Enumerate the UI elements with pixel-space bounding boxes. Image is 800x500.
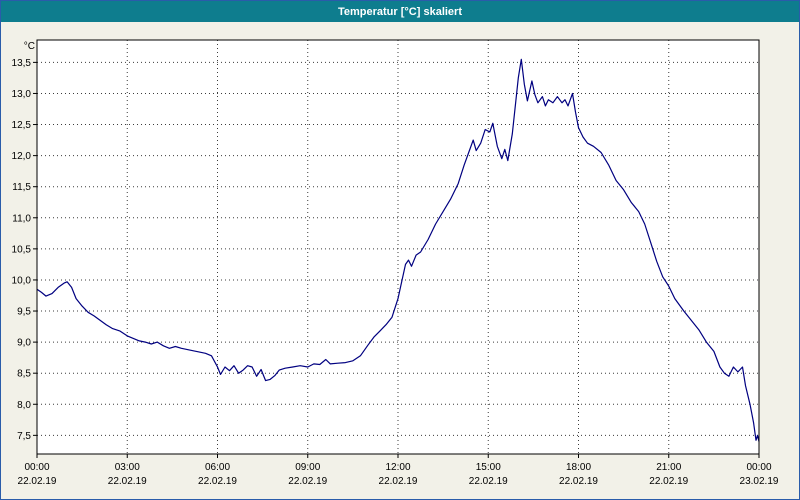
svg-text:22.02.19: 22.02.19 [18, 476, 57, 487]
svg-text:22.02.19: 22.02.19 [288, 476, 327, 487]
svg-text:00:00: 00:00 [24, 462, 49, 473]
svg-text:9,5: 9,5 [17, 307, 31, 318]
svg-text:°C: °C [24, 41, 35, 52]
svg-text:12:00: 12:00 [385, 462, 410, 473]
svg-text:11,5: 11,5 [12, 182, 31, 193]
svg-text:22.02.19: 22.02.19 [198, 476, 237, 487]
svg-text:23.02.19: 23.02.19 [740, 476, 779, 487]
svg-text:12,5: 12,5 [12, 120, 32, 131]
temperature-chart: 13,5 13,0 12,5 12,0 11,5 11,0 10,5 10,0 9,5 9,0 8,… [12, 39, 779, 487]
svg-text:00:00: 00:00 [746, 462, 771, 473]
svg-text:9,0: 9,0 [17, 338, 31, 349]
svg-text:12,0: 12,0 [12, 151, 32, 162]
svg-text:13,5: 13,5 [12, 58, 32, 69]
window-title-bar[interactable]: Temperatur [°C] skaliert [1, 1, 799, 22]
svg-text:09:00: 09:00 [295, 462, 320, 473]
svg-text:22.02.19: 22.02.19 [469, 476, 508, 487]
svg-text:11,0: 11,0 [12, 213, 31, 224]
svg-text:06:00: 06:00 [205, 462, 230, 473]
svg-text:22.02.19: 22.02.19 [649, 476, 688, 487]
svg-text:13,0: 13,0 [12, 89, 32, 100]
svg-text:18:00: 18:00 [566, 462, 591, 473]
svg-text:21:00: 21:00 [656, 462, 681, 473]
svg-text:7,5: 7,5 [17, 431, 31, 442]
svg-text:10,5: 10,5 [12, 244, 32, 255]
window-title: Temperatur [°C] skaliert [337, 5, 462, 18]
svg-text:8,0: 8,0 [17, 400, 31, 411]
chart-area: 13,5 13,0 12,5 12,0 11,5 11,0 10,5 10,0 9,5 9,0 8,… [1, 22, 799, 499]
svg-text:22.02.19: 22.02.19 [559, 476, 598, 487]
svg-text:15:00: 15:00 [476, 462, 501, 473]
svg-text:03:00: 03:00 [115, 462, 140, 473]
svg-text:8,5: 8,5 [17, 369, 31, 380]
svg-text:22.02.19: 22.02.19 [108, 476, 147, 487]
svg-text:22.02.19: 22.02.19 [379, 476, 418, 487]
svg-text:10,0: 10,0 [12, 275, 32, 286]
